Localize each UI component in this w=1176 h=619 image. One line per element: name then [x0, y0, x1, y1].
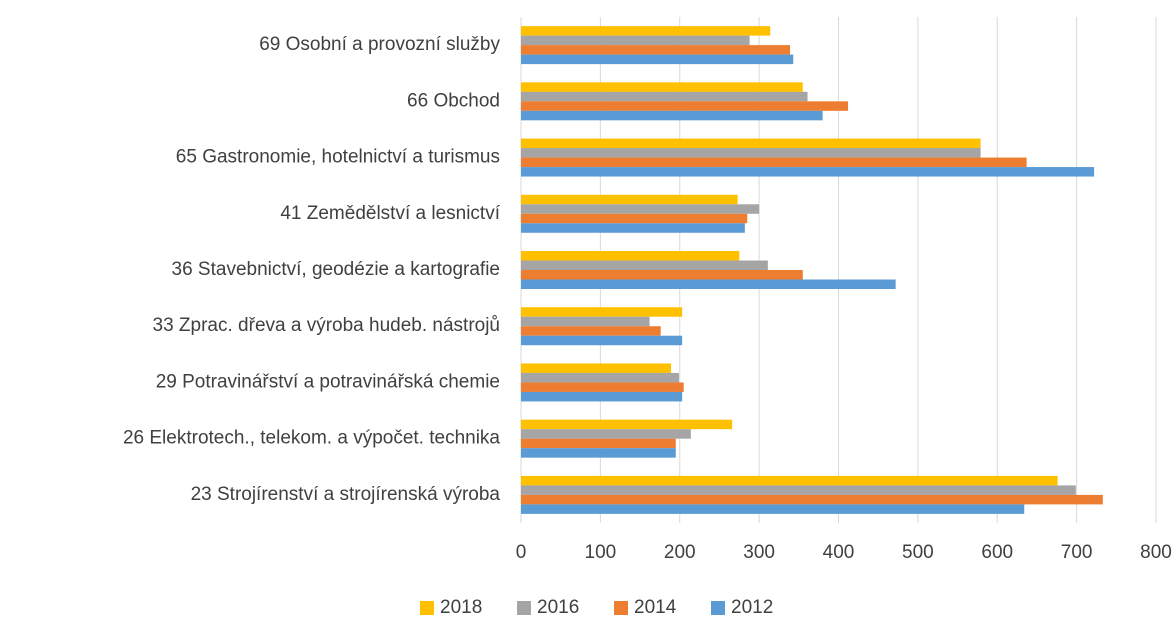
bar [521, 307, 683, 317]
bar [521, 35, 750, 46]
bar [521, 504, 1025, 514]
legend-swatch [420, 601, 434, 615]
bar [521, 485, 1076, 495]
legend-label: 2018 [440, 597, 482, 618]
bar [521, 419, 733, 430]
bar [521, 204, 760, 214]
bar [521, 270, 803, 280]
bar [521, 475, 1058, 486]
x-tick-label: 100 [585, 542, 617, 563]
bar [521, 279, 896, 289]
bar [521, 448, 676, 458]
legend-swatch [517, 601, 531, 615]
bar [521, 91, 808, 102]
bar [521, 54, 794, 65]
legend-label: 2016 [537, 597, 579, 618]
bar [521, 382, 684, 392]
bar [521, 194, 738, 205]
bar [521, 213, 748, 224]
bar [521, 251, 740, 261]
legend-label: 2012 [731, 597, 773, 618]
bar [521, 316, 650, 327]
bar [521, 157, 1027, 168]
y-tick-label: 65 Gastronomie, hotelnictví a turismus [176, 147, 500, 168]
bar [521, 82, 803, 92]
bar [521, 223, 745, 233]
bar [521, 326, 661, 336]
bar [521, 45, 791, 55]
x-tick-label: 400 [823, 542, 855, 563]
x-tick-label: 700 [1061, 542, 1093, 563]
bar [521, 260, 768, 270]
y-tick-label: 36 Stavebnictví, geodézie a kartografie [172, 259, 500, 280]
legend-label: 2014 [634, 597, 677, 618]
bar [521, 110, 823, 121]
legend-swatch [711, 601, 725, 615]
bar [521, 148, 981, 158]
bar [521, 429, 691, 439]
y-tick-label: 29 Potravinářství a potravinářská chemie [156, 371, 500, 392]
legend-swatch [614, 601, 628, 615]
bar [521, 167, 1095, 177]
x-tick-label: 500 [902, 542, 934, 563]
bar [521, 363, 672, 373]
y-tick-label: 23 Strojírenství a strojírenská výroba [191, 484, 501, 505]
x-tick-label: 300 [743, 542, 775, 563]
bar [521, 101, 849, 111]
y-tick-label: 33 Zprac. dřeva a výroba hudeb. nástrojů [153, 315, 500, 336]
bar [521, 335, 683, 346]
bar [521, 372, 679, 383]
bar [521, 438, 676, 449]
y-tick-label: 66 Obchod [407, 90, 500, 111]
bar [521, 494, 1103, 505]
y-tick-label: 26 Elektrotech., telekom. a výpočet. tec… [123, 428, 500, 449]
x-tick-label: 600 [981, 542, 1013, 563]
bar [521, 26, 771, 36]
x-tick-label: 800 [1140, 542, 1172, 563]
y-tick-label: 69 Osobní a provozní služby [259, 34, 500, 55]
x-tick-label: 200 [664, 542, 696, 563]
bar [521, 138, 981, 149]
bar [521, 391, 683, 402]
x-tick-label: 0 [516, 542, 527, 563]
y-tick-label: 41 Zemědělství a lesnictví [280, 203, 500, 224]
